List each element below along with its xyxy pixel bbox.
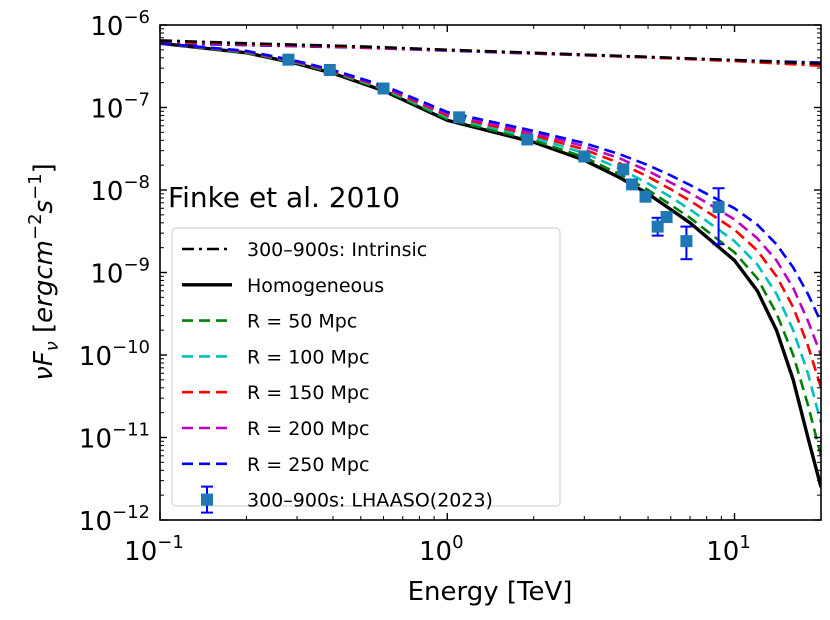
data-point [639, 190, 652, 203]
y-tick-label: 10−12 [79, 502, 150, 537]
annotation-text: Finke et al. 2010 [168, 181, 400, 214]
legend-label: R = 250 Mpc [247, 454, 369, 476]
legend-label: R = 200 Mpc [247, 418, 369, 440]
data-point-marker [617, 163, 630, 176]
x-axis-label: Energy [TeV] [408, 577, 573, 607]
legend: 300–900s: Intrinsic Homogeneous R = 50 Mpc… [171, 227, 561, 514]
plot-frame [159, 24, 822, 521]
legend-label: R = 50 Mpc [247, 311, 357, 333]
y-tick-label: 10−9 [90, 255, 150, 290]
y-tick-label: 10−8 [90, 172, 150, 207]
x-tick-label: 10−1 [124, 532, 184, 567]
y-axis-label-text: νFν [ergcm−2s−1] [25, 163, 63, 381]
legend-label: 300–900s: Intrinsic [247, 239, 427, 261]
legend-entry-r-50-mpc: R = 50 Mpc [182, 311, 357, 333]
legend-entry-r-150-mpc: R = 150 Mpc [182, 382, 369, 404]
legend-label: Homogeneous [247, 275, 384, 297]
legend-box [171, 227, 561, 507]
data-point-marker [377, 82, 390, 95]
legend-label: R = 100 Mpc [247, 346, 369, 368]
data-point-marker [660, 211, 673, 224]
data-point-marker [639, 190, 652, 203]
y-tick-label: 10−11 [79, 420, 150, 455]
legend-label: 300–900s: LHAASO(2023) [247, 490, 493, 512]
legend-marker [201, 493, 213, 506]
legend-entry-300-900s-lhaaso-2023: 300–900s: LHAASO(2023) [201, 485, 493, 514]
data-point [323, 63, 336, 76]
y-tick-label: 10−7 [90, 90, 150, 125]
data-point-marker [578, 150, 591, 163]
data-point-marker [680, 235, 693, 248]
y-tick-label: 10−6 [90, 7, 150, 42]
legend-entry-r-250-mpc: R = 250 Mpc [182, 454, 369, 476]
x-tick-label: 101 [706, 532, 751, 567]
data-point [521, 133, 534, 146]
data-point [626, 178, 639, 191]
data-point [712, 187, 725, 246]
y-axis-label: νFν [ergcm−2s−1] [25, 163, 63, 381]
data-point [660, 211, 673, 224]
data-point-marker [712, 201, 725, 214]
legend-entry-homogeneous: Homogeneous [182, 275, 384, 297]
data-point-marker [282, 53, 295, 66]
data-point [282, 53, 295, 66]
x-tick-label: 100 [419, 532, 464, 567]
data-point [578, 150, 591, 163]
data-point-marker [521, 133, 534, 146]
data-point-marker [651, 220, 664, 233]
data-point [680, 225, 693, 261]
data-point [453, 111, 466, 124]
legend-entry-300-900s-intrinsic: 300–900s: Intrinsic [182, 239, 427, 261]
data-point-marker [323, 63, 336, 76]
data-point-marker [626, 178, 639, 191]
legend-entry-r-100-mpc: R = 100 Mpc [182, 346, 369, 368]
data-point [617, 163, 630, 176]
data-points-layer [282, 53, 725, 261]
data-point [651, 216, 664, 237]
series-line-300-900s-intrinsic [160, 39, 821, 65]
legend-entry-r-200-mpc: R = 200 Mpc [182, 418, 369, 440]
data-point-marker [453, 111, 466, 124]
y-tick-label: 10−10 [79, 337, 150, 372]
data-point [377, 82, 390, 95]
legend-label: R = 150 Mpc [247, 382, 369, 404]
